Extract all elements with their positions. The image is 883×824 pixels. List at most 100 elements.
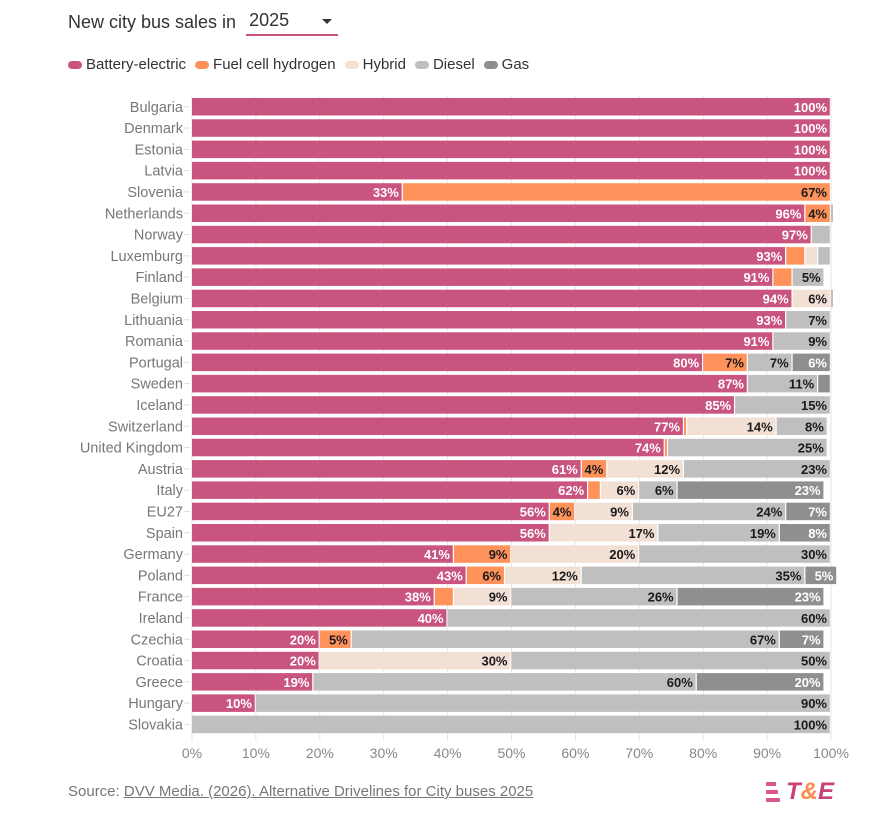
- bar-segment-diesel: [192, 715, 830, 734]
- y-category-label: Iceland: [136, 398, 183, 414]
- x-tick-label: 80%: [689, 745, 717, 761]
- bar-segment-hybrid: [575, 502, 632, 521]
- bar-segment-gas: [677, 587, 824, 606]
- logo-stripes-icon: [766, 782, 780, 802]
- x-tick-label: 100%: [813, 745, 849, 761]
- y-category-label: Slovakia: [128, 717, 184, 733]
- legend-swatch: [344, 60, 359, 69]
- chevron-down-icon: [322, 19, 333, 24]
- bar-segment-battery-electric: [192, 524, 549, 542]
- bar-segment-battery-electric: [192, 566, 466, 585]
- legend-item-fuel-cell-hydrogen[interactable]: Fuel cell hydrogen: [195, 56, 336, 73]
- bar-segment-diesel: [581, 566, 805, 585]
- data-label: 60%: [801, 611, 827, 626]
- bar-segment-fuel-cell-hydrogen: [588, 481, 600, 499]
- bar-segment-diesel: [811, 225, 830, 244]
- bar-segment-battery-electric: [192, 289, 792, 308]
- bar-segment-gas: [779, 630, 824, 648]
- data-label: 9%: [808, 334, 827, 349]
- data-label: 5%: [802, 270, 821, 285]
- source-prefix: Source:: [68, 783, 124, 800]
- legend-item-battery-electric[interactable]: Battery-electric: [68, 56, 186, 73]
- legend-label: Fuel cell hydrogen: [213, 56, 336, 73]
- bar-segment-fuel-cell-hydrogen: [549, 502, 575, 521]
- bar-segment-hybrid: [453, 587, 511, 606]
- data-label: 35%: [775, 568, 801, 583]
- bar-segment-battery-electric: [192, 161, 830, 180]
- bar-segment-diesel: [684, 460, 830, 478]
- bar-segment-diesel: [792, 268, 824, 286]
- bar-segment-battery-electric: [192, 204, 805, 222]
- data-label: 50%: [801, 654, 827, 669]
- bar-segment-battery-electric: [192, 396, 734, 414]
- y-category-label: Bulgaria: [130, 100, 184, 116]
- legend-item-gas[interactable]: Gas: [483, 56, 530, 73]
- bar-segment-diesel: [639, 481, 677, 499]
- data-label: 7%: [802, 632, 821, 647]
- bar-segment-fuel-cell-hydrogen: [805, 204, 830, 222]
- bar-segment-diesel: [776, 417, 827, 435]
- data-label: 6%: [808, 291, 827, 306]
- data-label: 20%: [290, 654, 316, 669]
- bar-segment-fuel-cell-hydrogen: [453, 545, 511, 563]
- bar-segment-battery-electric: [192, 119, 830, 137]
- legend: Battery-electric Fuel cell hydrogen Hybrid…: [68, 56, 538, 73]
- bar-segment-hybrid: [319, 651, 511, 670]
- data-label: 85%: [705, 398, 731, 413]
- bar-segment-diesel: [511, 587, 677, 606]
- bar-segment-battery-electric: [192, 353, 702, 372]
- te-logo: T&E: [766, 778, 834, 806]
- data-label: 14%: [747, 419, 773, 434]
- legend-item-hybrid[interactable]: Hybrid: [344, 56, 406, 73]
- data-label: 91%: [743, 334, 769, 349]
- data-label: 30%: [801, 547, 827, 562]
- legend-swatch: [68, 60, 82, 69]
- data-label: 23%: [801, 462, 827, 477]
- bar-segment-battery-electric: [192, 332, 773, 350]
- y-category-label: Austria: [138, 462, 184, 478]
- y-category-label: Sweden: [131, 377, 183, 393]
- data-label: 6%: [655, 483, 674, 498]
- bar-segment-hybrid: [607, 460, 683, 478]
- bar-segment-gas: [786, 502, 830, 521]
- y-category-label: Greece: [135, 675, 183, 691]
- bar-segment-fuel-cell-hydrogen: [434, 587, 453, 606]
- year-dropdown[interactable]: 2025: [246, 8, 339, 36]
- data-label: 19%: [283, 675, 309, 690]
- bar-segment-fuel-cell-hydrogen: [773, 268, 792, 286]
- legend-label: Gas: [501, 56, 530, 73]
- data-label: 20%: [609, 547, 635, 562]
- y-category-label: EU27: [147, 504, 183, 520]
- x-tick-label: 40%: [434, 745, 462, 761]
- bar-segment-battery-electric: [192, 609, 447, 627]
- data-label: 19%: [750, 526, 776, 541]
- legend-swatch: [195, 60, 210, 69]
- y-category-label: Netherlands: [105, 206, 183, 222]
- data-label: 4%: [585, 462, 604, 477]
- data-label: 6%: [617, 483, 636, 498]
- legend-item-diesel[interactable]: Diesel: [414, 56, 475, 73]
- logo-text: T&E: [786, 778, 835, 805]
- bar-segment-battery-electric: [192, 225, 811, 244]
- y-category-label: Finland: [135, 270, 183, 286]
- source-link[interactable]: DVV Media. (2026). Alternative Driveline…: [123, 783, 534, 800]
- legend-label: Diesel: [432, 56, 475, 73]
- data-label: 60%: [667, 675, 693, 690]
- y-category-label: Romania: [125, 334, 184, 350]
- bar-segment-fuel-cell-hydrogen: [581, 460, 607, 478]
- data-label: 8%: [805, 419, 824, 434]
- legend-label: Hybrid: [362, 56, 406, 73]
- bar-segment-hybrid: [505, 566, 581, 585]
- data-label: 56%: [520, 526, 546, 541]
- x-tick-label: 20%: [306, 745, 334, 761]
- bar-segment-fuel-cell-hydrogen: [786, 247, 805, 265]
- bar-segment-battery-electric: [192, 417, 683, 435]
- bar-segment-battery-electric: [192, 98, 830, 116]
- data-label: 9%: [489, 547, 508, 562]
- y-category-label: Latvia: [144, 164, 184, 180]
- data-label: 87%: [718, 377, 744, 392]
- bar-segment-diesel: [447, 609, 830, 627]
- data-label: 10%: [226, 696, 252, 711]
- data-label: 11%: [789, 377, 815, 392]
- y-category-label: United Kingdom: [80, 441, 183, 457]
